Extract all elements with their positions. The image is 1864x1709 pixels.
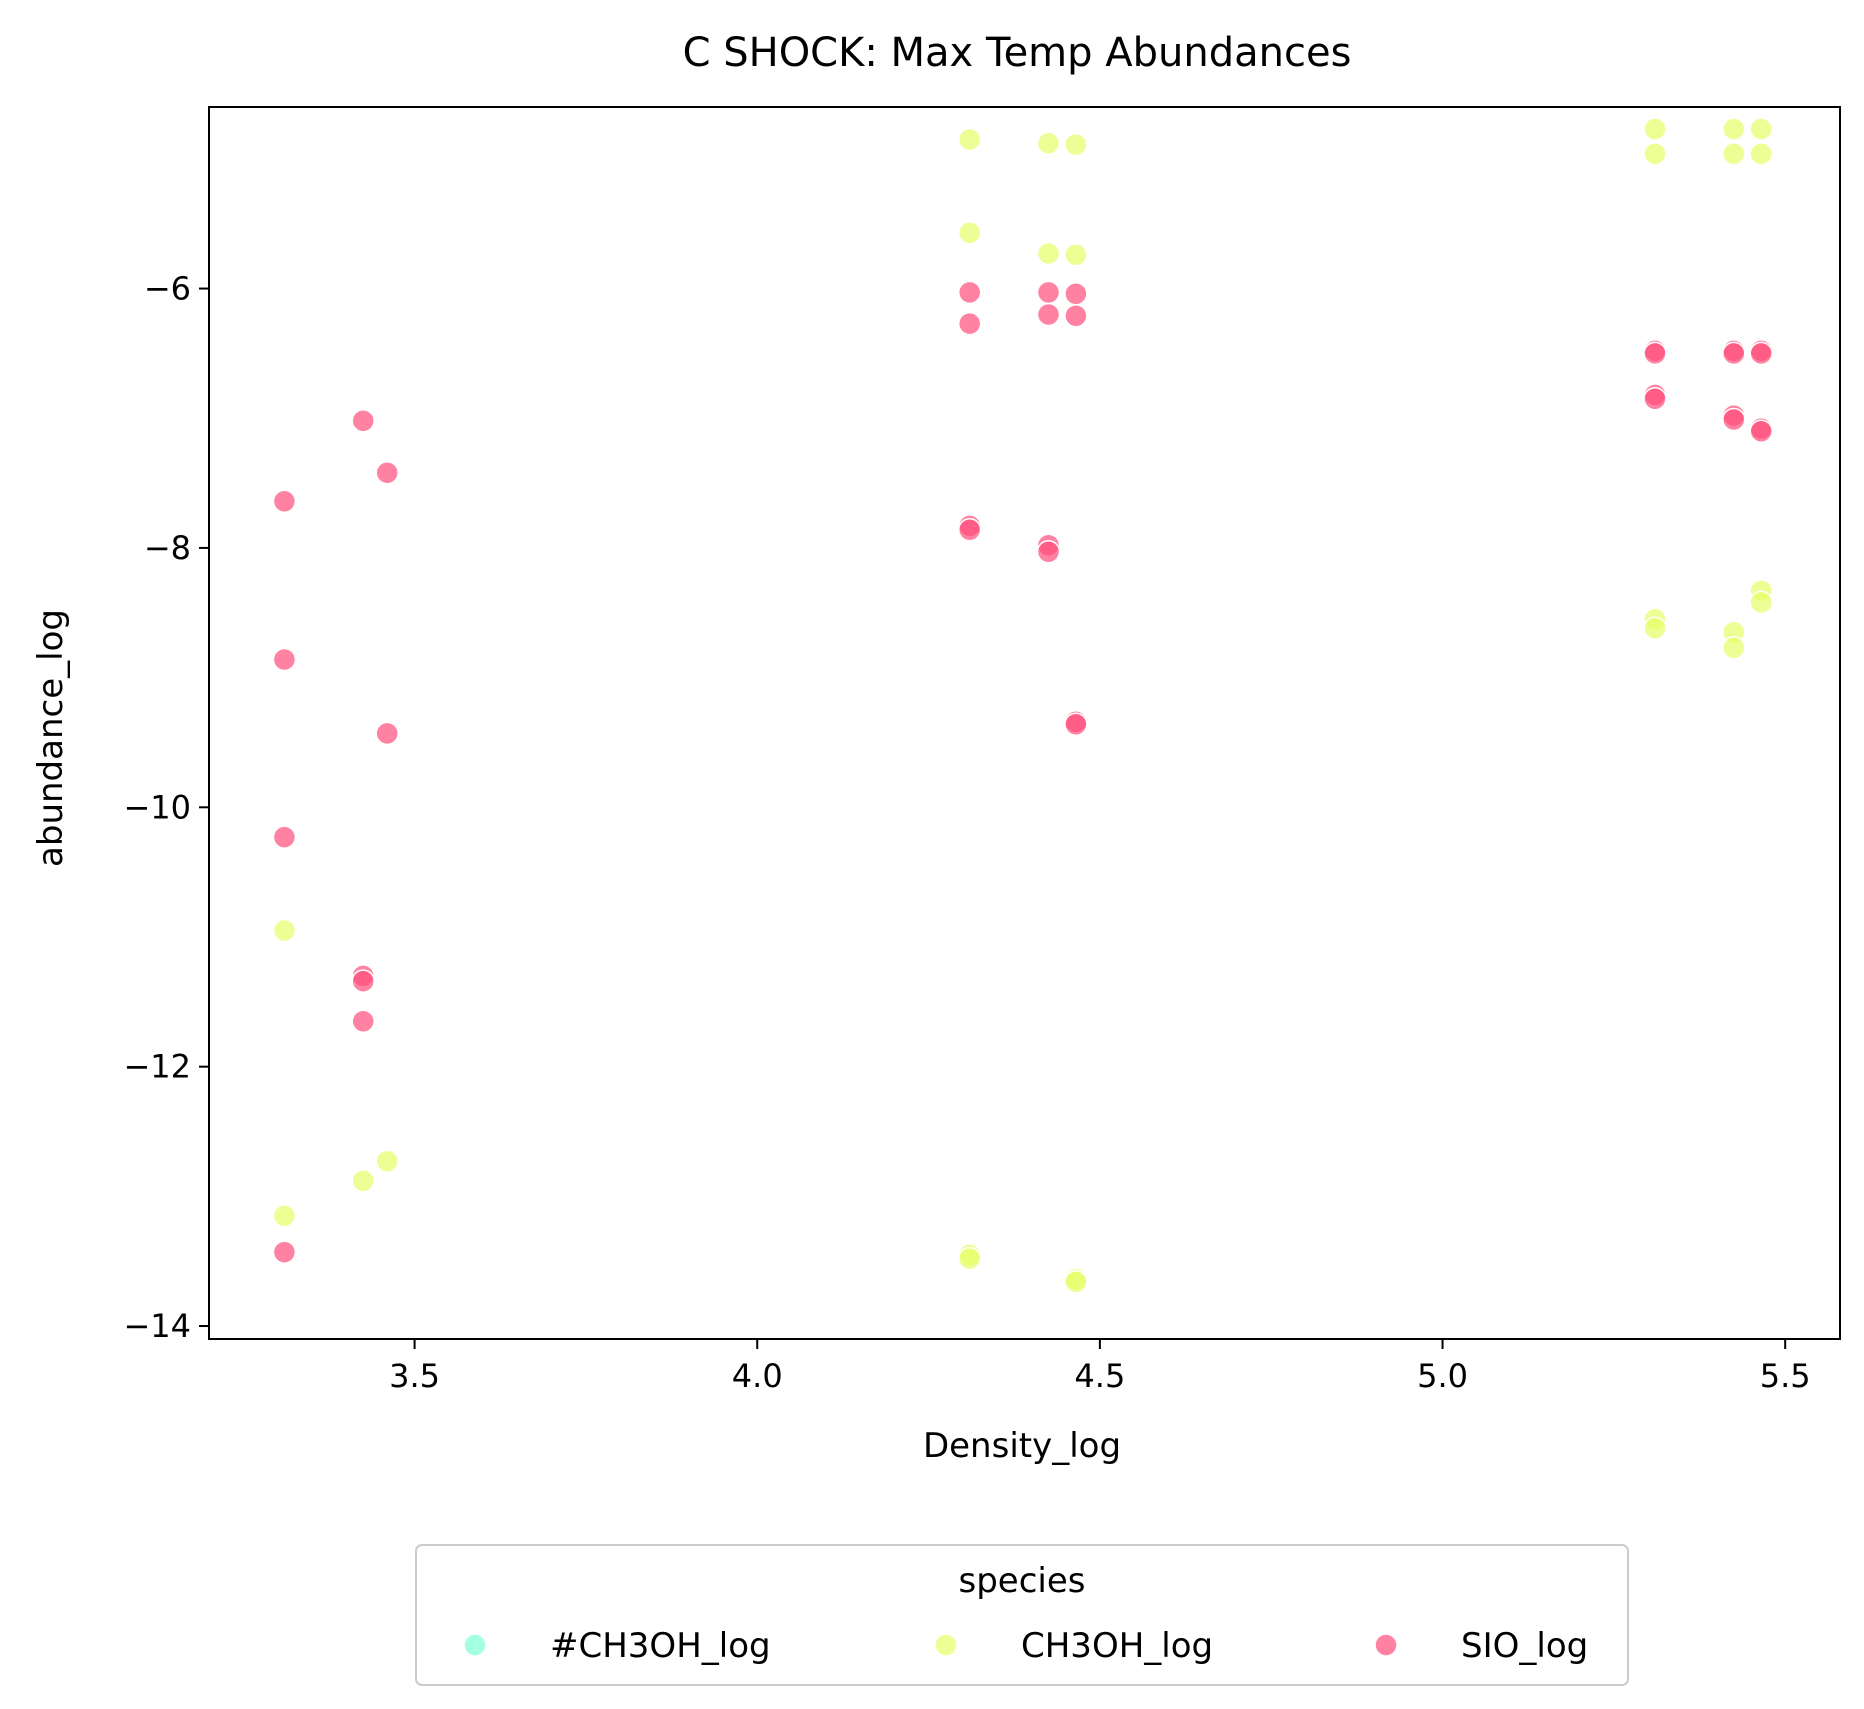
legend-label: #CH3OH_log [550, 1626, 771, 1666]
data-point-CH3OH_log [375, 1149, 399, 1174]
data-point-CH3OH_log [1064, 243, 1088, 267]
chart-title: C SHOCK: Max Temp Abundances [683, 30, 1352, 76]
data-point-SIO_log [272, 825, 297, 849]
legend-title: species [959, 1561, 1086, 1601]
data-point-CH3OH_log [1722, 117, 1746, 141]
y-axis: −14 −12 −10 −8 −6 [123, 270, 209, 1345]
data-point-SIO_log [375, 460, 399, 485]
data-point-CH3OH_log [1036, 131, 1061, 156]
x-tick-label: 4.0 [732, 1357, 783, 1395]
data-point-SIO_log [1749, 419, 1773, 443]
data-point-SIO_log [1064, 712, 1088, 737]
x-axis-label: Density_log [923, 1426, 1121, 1466]
data-point-CH3OH_log [1064, 132, 1088, 157]
legend-label: SIO_log [1461, 1626, 1588, 1666]
data-point-CH3OH_log [272, 1204, 297, 1228]
legend: species #CH3OH_log CH3OH_log SIO_log [415, 1544, 1629, 1686]
x-tick-label: 5.0 [1417, 1357, 1468, 1395]
points-layer [272, 117, 1773, 1294]
data-point-CH3OH_log [1749, 117, 1773, 141]
legend-marker [934, 1633, 958, 1657]
y-tick-label: −10 [123, 788, 191, 826]
legend-marker [1374, 1633, 1398, 1657]
data-point-SIO_log [1749, 341, 1773, 366]
data-point-CH3OH_log [1643, 117, 1667, 141]
x-tick-label: 5.5 [1760, 1357, 1811, 1395]
data-point-SIO_log [351, 1009, 375, 1034]
data-point-SIO_log [957, 280, 982, 305]
data-point-SIO_log [1643, 341, 1667, 366]
data-point-CH3OH_log [1643, 141, 1667, 166]
data-point-SIO_log [1722, 407, 1746, 432]
data-point-SIO_log [957, 311, 982, 336]
data-point-CH3OH_log [1749, 590, 1773, 615]
data-point-SIO_log [1064, 304, 1088, 328]
y-axis-label: abundance_log [31, 609, 71, 867]
data-point-SIO_log [351, 969, 375, 993]
data-point-SIO_log [1036, 302, 1061, 327]
plot-frame [208, 106, 1841, 1340]
x-tick-label: 4.5 [1074, 1357, 1125, 1395]
data-point-SIO_log [375, 721, 399, 746]
x-tick-label: 3.5 [389, 1357, 440, 1395]
data-point-CH3OH_log [1064, 1270, 1088, 1294]
data-point-CH3OH_log [957, 1246, 982, 1271]
data-point-SIO_log [351, 409, 375, 433]
legend-frame [415, 1544, 1629, 1686]
data-point-SIO_log [1722, 341, 1746, 366]
y-tick-label: −8 [144, 529, 191, 567]
y-tick-label: −6 [144, 270, 191, 308]
data-point-CH3OH_log [957, 127, 982, 152]
legend-items: #CH3OH_log CH3OH_log SIO_log [463, 1626, 1588, 1666]
data-point-SIO_log [272, 1240, 297, 1264]
data-point-SIO_log [272, 489, 297, 513]
data-point-CH3OH_log [351, 1169, 375, 1193]
data-point-SIO_log [272, 647, 297, 672]
data-point-SIO_log [957, 518, 982, 542]
y-tick-label: −12 [123, 1048, 191, 1086]
data-point-CH3OH_log [1643, 616, 1667, 641]
data-point-SIO_log [1643, 387, 1667, 411]
y-tick-label: −14 [123, 1307, 191, 1345]
legend-marker [463, 1633, 487, 1657]
data-point-CH3OH_log [957, 221, 982, 245]
data-point-SIO_log [1064, 281, 1088, 306]
data-point-CH3OH_log [1722, 636, 1746, 660]
data-point-SIO_log [1036, 280, 1061, 305]
data-point-CH3OH_log [1722, 141, 1746, 166]
data-point-CH3OH_log [272, 918, 297, 943]
legend-label: CH3OH_log [1021, 1626, 1213, 1666]
data-point-SIO_log [1036, 540, 1061, 564]
x-axis: 3.5 4.0 4.5 5.0 5.5 [389, 1339, 1811, 1395]
data-point-CH3OH_log [1749, 141, 1773, 166]
data-point-CH3OH_log [1036, 241, 1061, 266]
